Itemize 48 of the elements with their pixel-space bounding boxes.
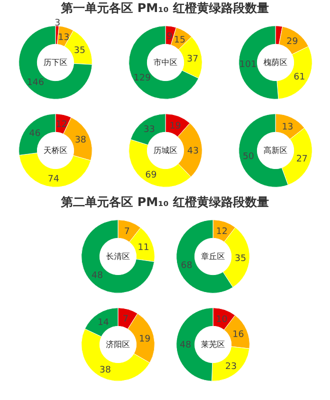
data-label: 37 [186, 54, 198, 64]
text: 长清区 [106, 252, 130, 261]
data-label: 9 [166, 32, 173, 42]
data-label: 68 [180, 260, 193, 271]
data-label: 7 [122, 314, 129, 325]
text: 历城区 [154, 146, 178, 155]
data-label: 129 [134, 74, 152, 84]
text: 天桥区 [44, 146, 68, 155]
data-label: 11 [138, 242, 150, 253]
data-label: 35 [74, 46, 86, 56]
data-label: 14 [98, 318, 110, 328]
data-label: 35 [234, 254, 246, 264]
data-label: 7 [124, 227, 130, 238]
text: 高新区 [264, 146, 288, 155]
text: 济阳区 [106, 340, 130, 349]
data-label: 101 [239, 60, 257, 70]
data-label: 13 [282, 122, 294, 132]
text: 莱芜区 [201, 340, 225, 349]
data-label: 38 [99, 365, 112, 376]
data-label: 33 [144, 124, 155, 135]
data-label: 61 [294, 72, 306, 83]
data-label: 19 [138, 334, 151, 344]
data-label: 29 [286, 37, 298, 48]
data-label: 46 [29, 128, 41, 139]
text: 第二单元各区 PM₁₀ 红橙黄绿路段数量 [61, 194, 269, 211]
data-label: 74 [48, 174, 60, 184]
data-label: 48 [180, 340, 192, 351]
data-label: 12 [216, 226, 228, 237]
data-label: 50 [242, 152, 254, 162]
data-label: 12 [56, 120, 68, 130]
data-label: 16 [232, 330, 244, 340]
text: 市中区 [154, 58, 178, 67]
data-label: 15 [174, 35, 186, 46]
data-label: 10 [216, 314, 228, 325]
data-label: 19 [170, 121, 182, 132]
data-label: 23 [225, 362, 237, 372]
data-label: 3 [54, 18, 60, 29]
data-label: 13 [58, 32, 70, 43]
data-label: 146 [26, 78, 44, 88]
text: 第一单元各区 PM₁₀ 红橙黄绿路段数量 [61, 0, 269, 17]
data-label: 27 [296, 154, 308, 165]
text: 章丘区 [201, 252, 225, 261]
data-label: 38 [74, 136, 87, 146]
text: 槐荫区 [264, 58, 288, 67]
data-label: 48 [91, 271, 104, 282]
text: 历下区 [44, 58, 68, 67]
data-label: 43 [187, 146, 199, 156]
data-label: 69 [145, 170, 157, 180]
